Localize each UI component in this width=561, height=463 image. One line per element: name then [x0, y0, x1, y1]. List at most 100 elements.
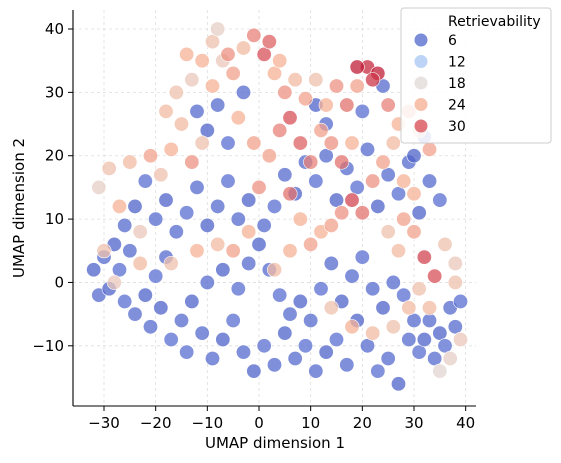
- data-point: [421, 173, 437, 189]
- x-tick-label: 20: [353, 414, 372, 432]
- data-point: [432, 192, 448, 208]
- data-point: [210, 198, 226, 214]
- data-point: [365, 281, 381, 297]
- data-point: [359, 338, 375, 354]
- data-point: [303, 154, 319, 170]
- data-point: [194, 53, 210, 69]
- data-point: [318, 148, 334, 164]
- legend: Retrievability 6 12 18 24 30: [400, 7, 552, 144]
- y-tick-label: 10: [45, 210, 64, 228]
- data-point: [437, 236, 453, 252]
- data-point: [390, 376, 406, 392]
- data-point: [266, 198, 282, 214]
- data-point: [447, 255, 463, 271]
- y-ticks: −10 0 10 20 30 40: [32, 20, 73, 355]
- legend-title: Retrievability: [448, 14, 541, 30]
- data-point: [349, 179, 365, 195]
- data-point: [143, 148, 159, 164]
- data-point: [143, 319, 159, 335]
- data-point: [385, 274, 401, 290]
- data-point: [370, 198, 386, 214]
- data-point: [225, 65, 241, 81]
- data-point: [344, 268, 360, 284]
- data-point: [354, 249, 370, 265]
- data-point: [184, 293, 200, 309]
- data-point: [277, 167, 293, 183]
- data-point: [210, 21, 226, 37]
- data-point: [205, 34, 221, 50]
- data-point: [421, 312, 437, 328]
- data-point: [282, 306, 298, 322]
- data-point: [287, 350, 303, 366]
- data-point: [153, 300, 169, 316]
- data-point: [411, 281, 427, 297]
- data-point: [334, 205, 350, 221]
- legend-label: 18: [448, 76, 466, 92]
- y-tick-label: 30: [45, 83, 64, 101]
- data-point: [205, 78, 221, 94]
- data-point: [256, 46, 272, 62]
- data-point: [256, 338, 272, 354]
- data-point: [452, 293, 468, 309]
- legend-label: 30: [448, 119, 466, 135]
- y-gridlines: [73, 28, 476, 347]
- data-point: [401, 300, 417, 316]
- y-tick-label: 40: [45, 20, 64, 38]
- data-point: [282, 186, 298, 202]
- data-point: [344, 135, 360, 151]
- data-point: [313, 281, 329, 297]
- data-point: [354, 103, 370, 119]
- data-point: [220, 46, 236, 62]
- data-point: [447, 274, 463, 290]
- data-point: [427, 268, 443, 284]
- legend-marker: [414, 76, 428, 90]
- data-point: [401, 331, 417, 347]
- data-point: [277, 84, 293, 100]
- data-point: [396, 211, 412, 227]
- y-tick-label: −10: [32, 337, 64, 355]
- data-point: [277, 325, 293, 341]
- x-tick-label: 40: [456, 414, 475, 432]
- data-point: [303, 236, 319, 252]
- data-point: [292, 135, 308, 151]
- y-tick-label: 0: [54, 273, 64, 291]
- data-point: [261, 34, 277, 50]
- legend-entries: 6 12 18 24 30: [414, 33, 466, 135]
- data-point: [266, 357, 282, 373]
- data-point: [174, 116, 190, 132]
- data-point: [359, 141, 375, 157]
- data-point: [344, 319, 360, 335]
- data-point: [282, 243, 298, 259]
- data-point: [117, 293, 133, 309]
- data-point: [256, 217, 272, 233]
- data-point: [168, 224, 184, 240]
- data-point: [179, 46, 195, 62]
- data-point: [282, 110, 298, 126]
- data-point: [189, 243, 205, 259]
- data-point: [452, 331, 468, 347]
- data-point: [334, 154, 350, 170]
- data-point: [323, 135, 339, 151]
- x-ticks: −30 −20 −10 0 10 20 30 40: [88, 406, 475, 432]
- legend-marker: [414, 119, 428, 133]
- data-point: [432, 363, 448, 379]
- data-point: [236, 344, 252, 360]
- data-point: [380, 167, 396, 183]
- data-point: [122, 154, 138, 170]
- data-point: [127, 306, 143, 322]
- data-point: [199, 122, 215, 138]
- x-tick-label: −10: [192, 414, 224, 432]
- data-point: [168, 84, 184, 100]
- legend-label: 24: [448, 98, 466, 114]
- data-point: [323, 255, 339, 271]
- data-point: [148, 268, 164, 284]
- data-point: [230, 281, 246, 297]
- data-point: [432, 325, 448, 341]
- data-point: [163, 141, 179, 157]
- data-point: [96, 243, 112, 259]
- data-point: [349, 78, 365, 94]
- data-point: [163, 331, 179, 347]
- data-point: [266, 65, 282, 81]
- data-point: [303, 312, 319, 328]
